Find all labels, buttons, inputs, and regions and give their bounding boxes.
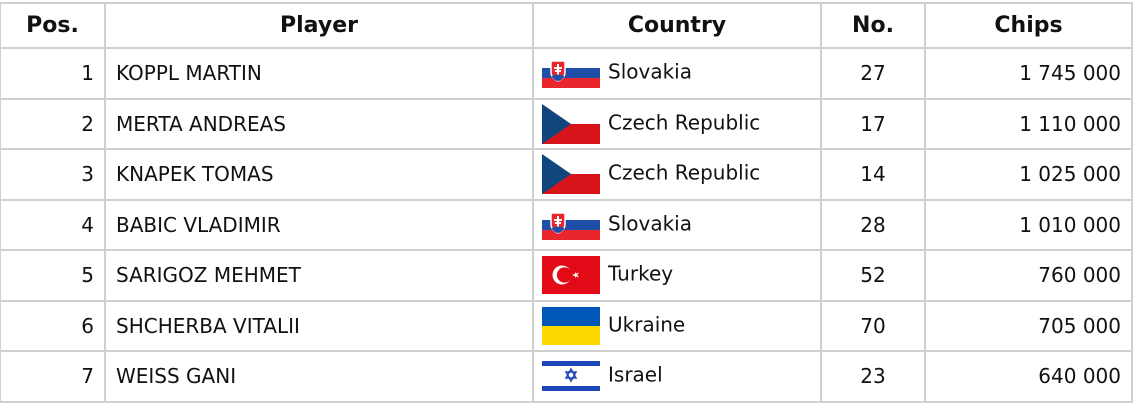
country-name: Turkey: [608, 261, 674, 286]
table-row: 6 SHCHERBA VITALII Ukraine 70 705 000: [0, 299, 1133, 352]
country-name: Slovakia: [608, 59, 692, 84]
country-cell: Slovakia: [532, 47, 822, 100]
player-number: 70: [820, 299, 926, 352]
country-name: Israel: [608, 362, 663, 387]
header-player[interactable]: Player: [104, 2, 534, 49]
player-name[interactable]: SARIGOZ MEHMET: [104, 249, 534, 302]
player-number: 23: [820, 350, 926, 403]
chips-count: 640 000: [924, 350, 1133, 403]
header-row: Pos. Player Country No. Chips: [0, 2, 1133, 49]
turkey-flag-icon: [542, 256, 600, 295]
chips-count: 1 010 000: [924, 198, 1133, 251]
country-name: Czech Republic: [608, 160, 761, 185]
player-number: 14: [820, 148, 926, 201]
table-row: 4 BABIC VLADIMIR Slovakia 28 1 010 000: [0, 198, 1133, 251]
player-name[interactable]: KNAPEK TOMAS: [104, 148, 534, 201]
header-no[interactable]: No.: [820, 2, 926, 49]
pos-cell: 7: [0, 350, 106, 403]
chips-count: 1 745 000: [924, 47, 1133, 100]
table-row: 3 KNAPEK TOMAS Czech Republic 14 1 025 000: [0, 148, 1133, 201]
israel-flag-icon: [542, 359, 600, 394]
pos-cell: 1: [0, 47, 106, 100]
pos-cell: 5: [0, 249, 106, 302]
player-name[interactable]: WEISS GANI: [104, 350, 534, 403]
header-pos[interactable]: Pos.: [0, 2, 106, 49]
header-chips[interactable]: Chips: [924, 2, 1133, 49]
country-cell: Turkey: [532, 249, 822, 302]
player-number: 17: [820, 97, 926, 150]
pos-cell: 2: [0, 97, 106, 150]
country-cell: Czech Republic: [532, 97, 822, 150]
pos-cell: 4: [0, 198, 106, 251]
slovakia-flag-icon: [542, 209, 600, 240]
player-name[interactable]: SHCHERBA VITALII: [104, 299, 534, 352]
chips-count: 760 000: [924, 249, 1133, 302]
country-cell: Slovakia: [532, 198, 822, 251]
czech-flag-icon: [542, 103, 600, 144]
pos-cell: 3: [0, 148, 106, 201]
table-row: 1 KOPPL MARTIN Slovakia 27 1 745 000: [0, 47, 1133, 100]
slovakia-flag-icon: [542, 58, 600, 89]
czech-flag-icon: [542, 154, 600, 195]
country-name: Ukraine: [608, 312, 686, 337]
country-name: Slovakia: [608, 211, 692, 236]
ukraine-flag-icon: [542, 306, 600, 345]
table-row: 5 SARIGOZ MEHMET Turkey 52 760 000: [0, 249, 1133, 302]
country-name: Czech Republic: [608, 110, 761, 135]
pos-cell: 6: [0, 299, 106, 352]
chips-count: 1 110 000: [924, 97, 1133, 150]
header-country[interactable]: Country: [532, 2, 822, 49]
player-name[interactable]: KOPPL MARTIN: [104, 47, 534, 100]
player-name[interactable]: MERTA ANDREAS: [104, 97, 534, 150]
chips-count: 1 025 000: [924, 148, 1133, 201]
player-number: 52: [820, 249, 926, 302]
country-cell: Ukraine: [532, 299, 822, 352]
table-row: 2 MERTA ANDREAS Czech Republic 17 1 110 000: [0, 97, 1133, 150]
player-name[interactable]: BABIC VLADIMIR: [104, 198, 534, 251]
country-cell: Israel: [532, 350, 822, 403]
player-number: 27: [820, 47, 926, 100]
chips-count: 705 000: [924, 299, 1133, 352]
table-row: 7 WEISS GANI Israel 23 640 000: [0, 350, 1133, 403]
player-number: 28: [820, 198, 926, 251]
country-cell: Czech Republic: [532, 148, 822, 201]
